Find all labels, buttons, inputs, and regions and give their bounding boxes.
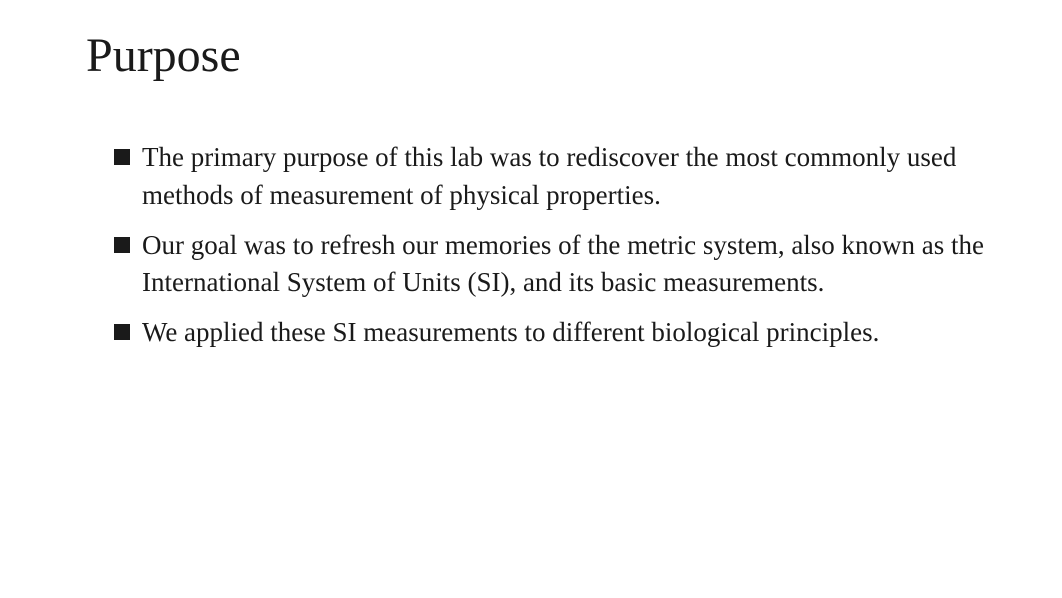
list-item: Our goal was to refresh our memories of … [114,227,1014,303]
slide-title: Purpose [86,28,1014,83]
bullet-list: The primary purpose of this lab was to r… [86,139,1014,352]
slide-container: Purpose The primary purpose of this lab … [0,0,1062,598]
list-item: The primary purpose of this lab was to r… [114,139,1014,215]
list-item: We applied these SI measurements to diff… [114,314,1014,352]
